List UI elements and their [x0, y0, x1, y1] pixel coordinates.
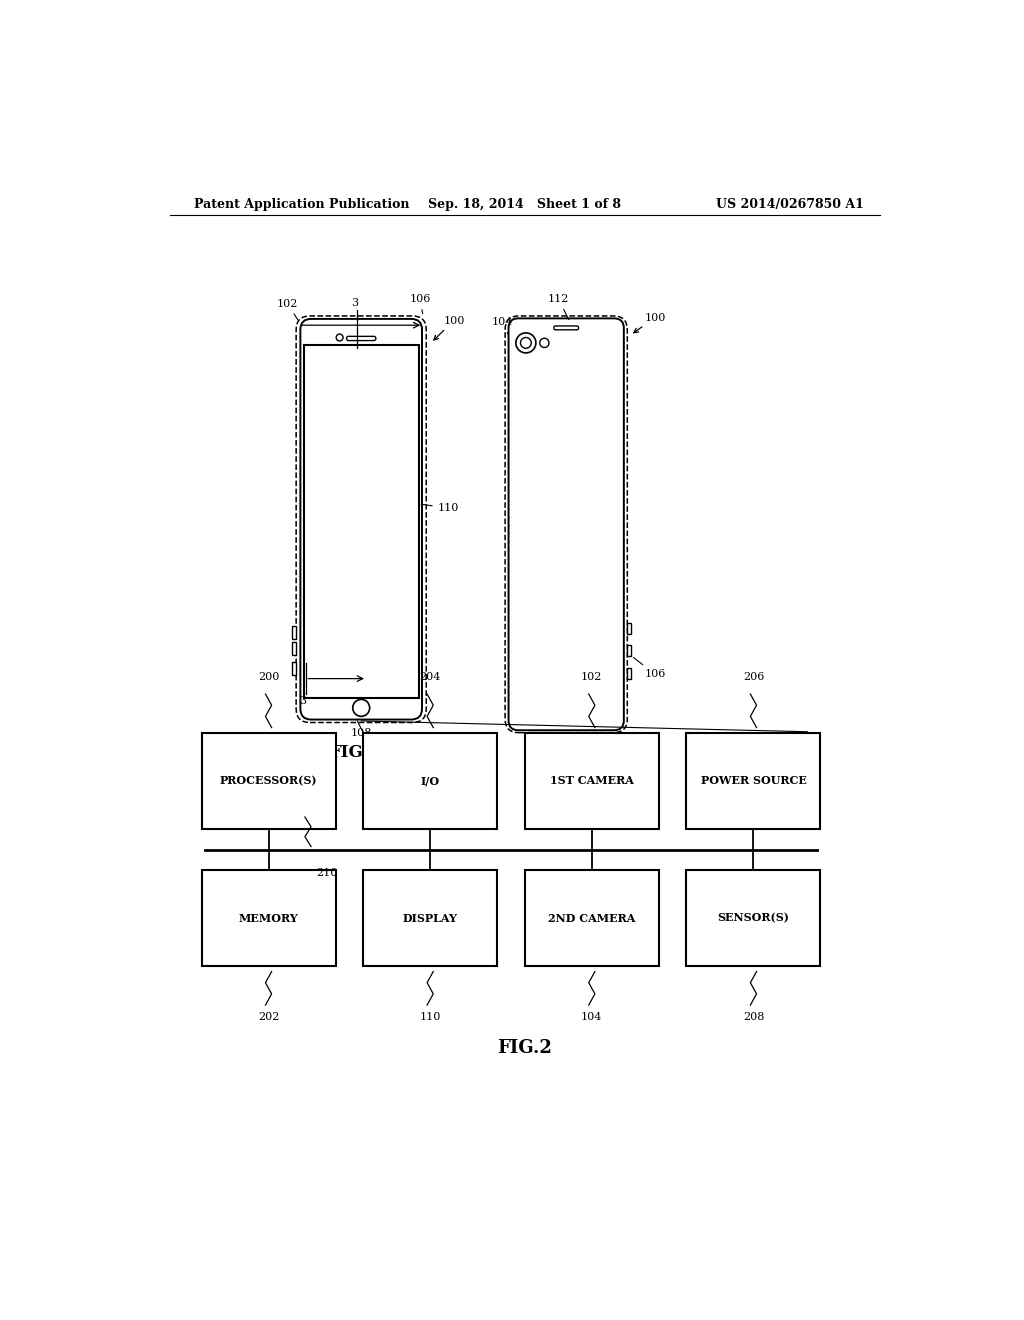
Text: 200: 200: [258, 672, 280, 682]
Bar: [686, 870, 820, 966]
Text: 100: 100: [434, 315, 465, 341]
Bar: [304, 346, 419, 698]
Text: 208: 208: [742, 1012, 764, 1022]
FancyBboxPatch shape: [300, 319, 422, 719]
Text: FIG.1A: FIG.1A: [330, 744, 393, 762]
Text: 106: 106: [410, 294, 431, 314]
Bar: [364, 733, 498, 829]
Text: 100: 100: [634, 313, 666, 333]
Bar: [524, 733, 658, 829]
Text: 3: 3: [299, 696, 306, 706]
Bar: [202, 733, 336, 829]
Text: PROCESSOR(S): PROCESSOR(S): [220, 775, 317, 787]
Text: 204: 204: [420, 672, 441, 682]
Bar: [292, 626, 296, 639]
Text: 112: 112: [548, 294, 569, 319]
Text: POWER SOURCE: POWER SOURCE: [700, 775, 806, 787]
Text: 102: 102: [582, 672, 602, 682]
Text: 104: 104: [582, 1012, 602, 1022]
Bar: [628, 668, 631, 678]
Text: 104: 104: [492, 317, 513, 335]
FancyBboxPatch shape: [346, 337, 376, 341]
Text: 110: 110: [421, 503, 459, 513]
Bar: [628, 645, 631, 656]
Text: DISPLAY: DISPLAY: [402, 912, 458, 924]
Text: 1ST CAMERA: 1ST CAMERA: [550, 775, 634, 787]
Text: SENSOR(S): SENSOR(S): [718, 912, 790, 924]
FancyBboxPatch shape: [505, 315, 628, 733]
Text: I/O: I/O: [421, 775, 439, 787]
Text: FIG.1B: FIG.1B: [534, 754, 598, 771]
Text: 110: 110: [420, 1012, 441, 1022]
Text: US 2014/0267850 A1: US 2014/0267850 A1: [716, 198, 864, 211]
Bar: [628, 623, 631, 634]
Text: MEMORY: MEMORY: [239, 912, 298, 924]
Bar: [292, 661, 296, 675]
FancyBboxPatch shape: [554, 326, 579, 330]
Text: 206: 206: [742, 672, 764, 682]
Text: 102: 102: [276, 298, 298, 319]
Text: 106: 106: [633, 657, 666, 680]
Bar: [686, 733, 820, 829]
Text: 3: 3: [350, 298, 357, 309]
Bar: [524, 870, 658, 966]
Bar: [202, 870, 336, 966]
Text: 108: 108: [350, 729, 372, 738]
FancyBboxPatch shape: [296, 315, 426, 722]
Bar: [292, 642, 296, 655]
Text: Sep. 18, 2014   Sheet 1 of 8: Sep. 18, 2014 Sheet 1 of 8: [428, 198, 622, 211]
Text: FIG.2: FIG.2: [498, 1039, 552, 1057]
Text: 2ND CAMERA: 2ND CAMERA: [548, 912, 636, 924]
Text: 210: 210: [315, 867, 337, 878]
FancyBboxPatch shape: [509, 318, 624, 730]
Text: 202: 202: [258, 1012, 280, 1022]
Text: Patent Application Publication: Patent Application Publication: [194, 198, 410, 211]
Bar: [364, 870, 498, 966]
